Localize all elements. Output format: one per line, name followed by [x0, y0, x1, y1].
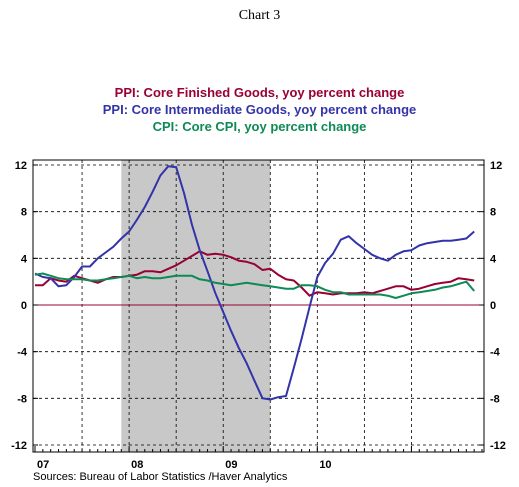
series-line-cpi-core: [34, 272, 475, 299]
y-tick-label-right: -4: [490, 347, 501, 359]
y-tick-label-right: 12: [490, 160, 502, 172]
y-tick-label-left: -4: [17, 347, 28, 359]
y-tick-label-left: 4: [21, 253, 28, 265]
y-tick-label-left: -8: [17, 393, 27, 405]
x-tick-label: 09: [225, 459, 237, 471]
recession-shading: [121, 160, 271, 452]
y-tick-label-left: -12: [11, 440, 27, 452]
source-note: Sources: Bureau of Labor Statistics /Hav…: [33, 471, 288, 483]
y-tick-label-left: 8: [21, 207, 27, 219]
legend-entry-ppi-finished: PPI: Core Finished Goods, yoy percent ch…: [114, 85, 405, 100]
x-tick-label: 10: [319, 459, 331, 471]
y-tick-label-right: 4: [490, 253, 497, 265]
y-tick-label-left: 12: [15, 160, 27, 172]
y-tick-label-right: 8: [490, 207, 496, 219]
legend-entry-ppi-intermediate: PPI: Core Intermediate Goods, yoy percen…: [102, 102, 417, 117]
y-tick-label-right: -8: [490, 393, 500, 405]
legend-entry-cpi-core: CPI: Core CPI, yoy percent change: [152, 119, 367, 134]
x-tick-label: 08: [131, 459, 143, 471]
y-tick-label-right: -12: [490, 440, 506, 452]
series-line-ppi-intermediate: [34, 165, 475, 401]
x-tick-label: 07: [37, 459, 49, 471]
plot-frame: [32, 159, 485, 453]
chart-title: Chart 3: [238, 8, 281, 23]
y-tick-label-left: 0: [21, 300, 27, 312]
y-tick-label-right: 0: [490, 300, 496, 312]
